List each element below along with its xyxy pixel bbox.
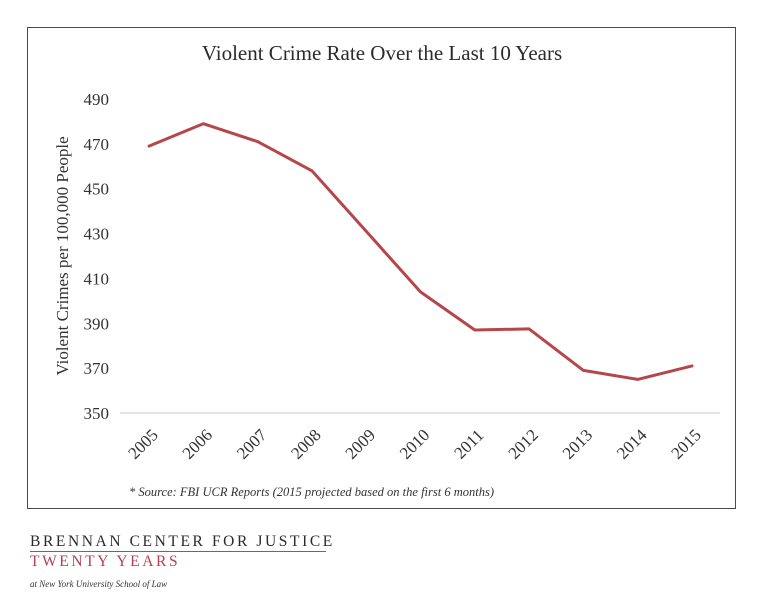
x-tick-label: 2005 <box>124 425 161 462</box>
x-tick-label: 2006 <box>179 425 216 462</box>
x-tick-label: 2011 <box>450 426 487 463</box>
y-tick-label: 490 <box>84 90 110 109</box>
y-axis-label: Violent Crimes per 100,000 People <box>53 136 72 375</box>
y-axis: 490 470 450 430 410 390 370 350 <box>84 90 110 423</box>
y-tick-label: 350 <box>84 404 110 423</box>
x-tick-label: 2010 <box>396 425 433 462</box>
x-tick-label: 2012 <box>504 425 541 462</box>
y-tick-label: 450 <box>84 180 110 199</box>
x-tick-label: 2015 <box>667 425 704 462</box>
y-tick-label: 390 <box>84 314 110 333</box>
x-axis: 2005 2006 2007 2008 2009 2010 2011 2012 2013 2014… <box>124 425 704 463</box>
x-tick-label: 2014 <box>613 425 651 463</box>
y-tick-label: 430 <box>84 225 110 244</box>
x-tick-label: 2007 <box>233 425 271 463</box>
series-group <box>147 122 694 381</box>
x-tick-label: 2008 <box>287 425 324 462</box>
logo-affiliation: at New York University School of Law <box>30 579 168 589</box>
chart-frame <box>27 27 736 509</box>
y-tick-label: 410 <box>84 269 110 288</box>
y-tick-label: 370 <box>84 359 110 378</box>
logo-tagline: TWENTY YEARS <box>30 553 181 570</box>
source-note: * Source: FBI UCR Reports (2015 projecte… <box>129 485 494 499</box>
logo-org-name: BRENNAN CENTER FOR JUSTICE <box>30 533 335 552</box>
x-tick-label: 2009 <box>342 425 379 462</box>
brennan-center-logo: BRENNAN CENTER FOR JUSTICE TWENTY YEARS … <box>30 533 335 589</box>
series-line <box>147 122 694 381</box>
x-tick-label: 2013 <box>559 425 596 462</box>
y-tick-label: 470 <box>84 135 110 154</box>
chart-title: Violent Crime Rate Over the Last 10 Year… <box>202 41 562 65</box>
